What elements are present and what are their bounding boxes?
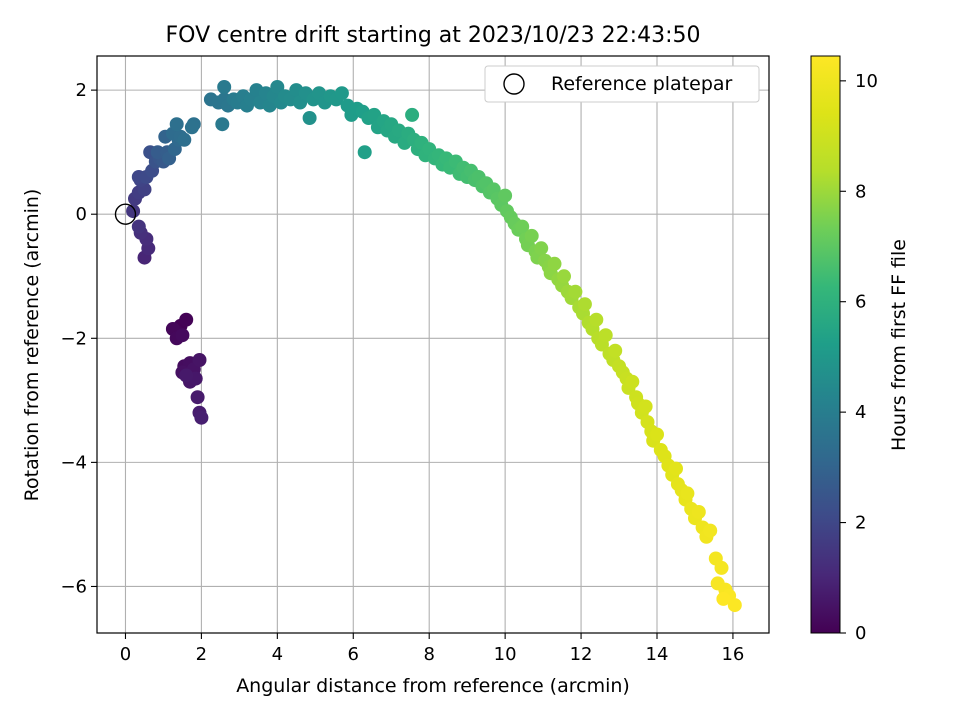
x-tick-label: 8 [423, 644, 434, 665]
data-point [650, 427, 664, 442]
data-point [192, 353, 207, 367]
x-tick-label: 2 [196, 644, 207, 665]
data-point [184, 120, 199, 135]
y-tick-label: −6 [60, 576, 87, 597]
data-point [334, 86, 349, 101]
y-tick-label: −4 [60, 452, 87, 473]
legend-label: Reference platepar [551, 73, 733, 95]
data-point [598, 328, 613, 343]
data-point [568, 284, 583, 299]
data-point [638, 399, 653, 414]
data-point [215, 117, 230, 132]
colorbar-tick-label: 6 [855, 292, 866, 313]
data-points [126, 80, 742, 613]
x-tick-label: 4 [272, 644, 283, 665]
colorbar-tick-label: 0 [855, 623, 866, 644]
colorbar [810, 55, 841, 634]
data-point [534, 241, 549, 256]
colorbar-tick-label: 2 [855, 513, 866, 534]
colorbar-tick-label: 10 [855, 71, 878, 92]
colorbar-ticks: 0 2 4 6 8 10 [840, 71, 878, 644]
grid-lines [97, 56, 769, 633]
data-point [524, 228, 539, 243]
data-point [405, 107, 420, 122]
data-point [194, 410, 209, 425]
reference-marker [114, 203, 137, 225]
data-point [669, 461, 683, 476]
x-axis-ticks: 0 2 4 6 8 10 12 14 16 [120, 633, 744, 665]
x-tick-label: 10 [494, 644, 517, 665]
x-tick-label: 6 [348, 644, 359, 665]
x-tick-label: 14 [646, 644, 669, 665]
data-point [357, 145, 372, 160]
data-point [302, 111, 317, 125]
reference-point [114, 203, 137, 225]
x-tick-label: 16 [721, 644, 744, 665]
y-axis-ticks: −6 −4 −2 0 2 [60, 80, 97, 597]
data-point [498, 188, 513, 203]
data-point [608, 343, 623, 358]
x-tick-label: 12 [570, 644, 593, 665]
data-point [547, 256, 562, 271]
legend: Reference platepar [484, 65, 760, 103]
data-point [177, 132, 192, 147]
data-point [126, 204, 141, 219]
data-point [625, 374, 640, 389]
data-point [691, 505, 706, 519]
x-tick-label: 0 [120, 644, 131, 665]
data-point [217, 80, 232, 94]
data-point [175, 328, 190, 343]
colorbar-label: Hours from first FF file [888, 239, 910, 451]
y-axis-label: Rotation from reference (arcmin) [21, 189, 43, 502]
data-point [680, 486, 695, 501]
data-point [270, 80, 285, 94]
legend-reference-marker [503, 73, 525, 95]
data-point [131, 219, 146, 234]
data-point [714, 560, 729, 575]
y-tick-label: −2 [60, 328, 87, 349]
data-point [589, 312, 604, 327]
y-tick-label: 0 [76, 204, 87, 225]
legend-box [484, 65, 760, 103]
data-point [727, 598, 742, 613]
colorbar-tick-label: 8 [855, 181, 866, 202]
data-point [169, 117, 184, 132]
x-axis-label: Angular distance from reference (arcmin) [236, 675, 630, 697]
data-point [557, 269, 571, 284]
chart-title: FOV centre drift starting at 2023/10/23 … [166, 23, 701, 48]
plot-frame [96, 55, 770, 634]
data-point [190, 390, 205, 405]
data-point [716, 591, 731, 606]
data-point [703, 523, 718, 538]
data-point [179, 368, 194, 383]
data-point [515, 219, 530, 234]
colorbar-tick-label: 4 [855, 402, 866, 423]
data-point [179, 312, 194, 327]
y-tick-label: 2 [76, 80, 87, 101]
data-point [577, 297, 592, 312]
